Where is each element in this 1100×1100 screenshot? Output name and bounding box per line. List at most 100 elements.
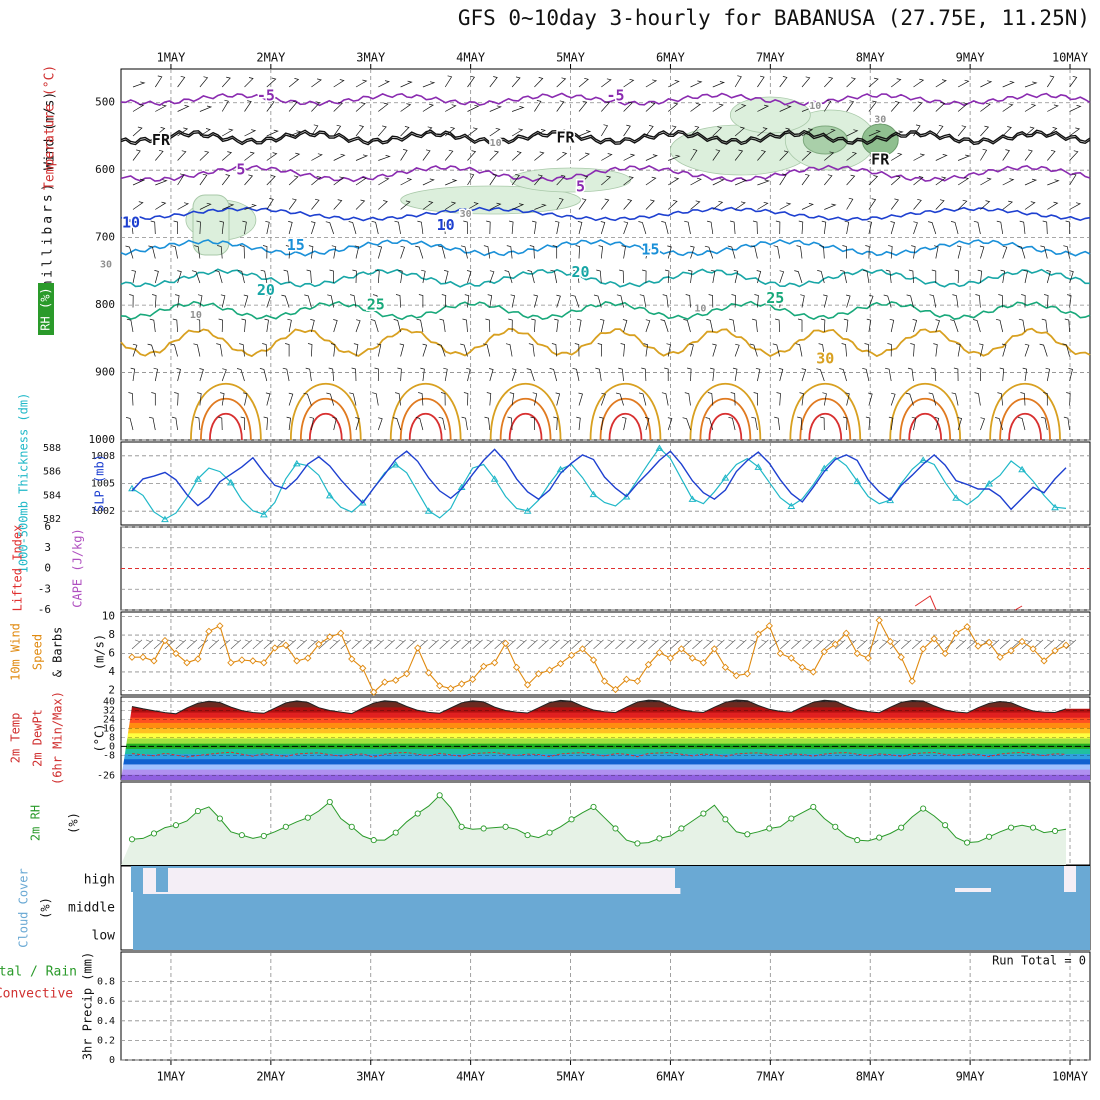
wind-barb bbox=[153, 367, 159, 382]
wind-barb bbox=[934, 417, 940, 431]
wind-barb bbox=[172, 318, 178, 333]
thickness-point bbox=[919, 456, 928, 463]
wind-barb bbox=[1040, 245, 1048, 259]
wind-barbs-label: & Barbs bbox=[51, 627, 65, 678]
wind-barb bbox=[801, 105, 815, 112]
wind-speed-point bbox=[271, 644, 279, 652]
wind-barb bbox=[951, 392, 959, 406]
day-label-bottom: 6MAY bbox=[656, 1070, 686, 1084]
thickness-point bbox=[1018, 465, 1026, 473]
wind-barb bbox=[596, 269, 602, 284]
surface-wind-barb bbox=[692, 639, 703, 650]
isotherm-line bbox=[120, 239, 1091, 257]
wind-barb bbox=[486, 392, 492, 406]
wind-barb bbox=[824, 99, 832, 112]
wind-barb bbox=[573, 269, 580, 284]
surface-wind-barb bbox=[439, 639, 450, 650]
wind-barb bbox=[242, 392, 248, 406]
wind-barb bbox=[912, 319, 918, 333]
wind-barb bbox=[534, 77, 544, 88]
thickness-point bbox=[424, 507, 433, 514]
wind-barb bbox=[754, 294, 759, 308]
wind-barb bbox=[710, 367, 715, 382]
wind-speed-point bbox=[1007, 647, 1015, 655]
wind-barb bbox=[556, 129, 569, 137]
rh-axis-label: 2m RH bbox=[29, 805, 43, 841]
wind-barb bbox=[712, 343, 717, 357]
wind-barb bbox=[953, 367, 959, 382]
wind-barb bbox=[155, 75, 163, 88]
wind-barb bbox=[288, 100, 298, 112]
wind-speed-point bbox=[831, 640, 839, 648]
surface-wind-barb bbox=[384, 639, 395, 650]
wind-barb bbox=[244, 204, 257, 210]
wind-speed-point bbox=[128, 653, 136, 661]
cloud-level-label: high bbox=[84, 873, 115, 888]
wind-tick-label: 10 bbox=[102, 610, 115, 623]
wind-barb bbox=[377, 417, 383, 431]
wind-barb bbox=[798, 220, 804, 235]
wind-barb bbox=[177, 270, 182, 284]
wind-barb bbox=[438, 245, 446, 259]
isotherm-label: 25 bbox=[766, 289, 784, 307]
wind-barb bbox=[712, 126, 723, 137]
wind-barb bbox=[283, 269, 290, 284]
wind-barb bbox=[1067, 294, 1072, 308]
wind-barb bbox=[824, 174, 833, 186]
wind-speed-point bbox=[501, 639, 510, 647]
rh-point bbox=[744, 831, 751, 838]
wind-barb bbox=[265, 392, 271, 406]
wind-barb bbox=[370, 319, 379, 333]
wind-barb bbox=[392, 417, 401, 431]
surface-isotherm bbox=[808, 413, 843, 441]
wind-barb bbox=[644, 245, 649, 259]
wind-barb bbox=[734, 75, 742, 88]
isotherm-label: 10 bbox=[490, 138, 502, 149]
wind-barb bbox=[1063, 416, 1070, 431]
wind-barb bbox=[1024, 149, 1033, 161]
wind-barb bbox=[1069, 127, 1081, 137]
wind-speed-point bbox=[194, 655, 202, 663]
wind-barb bbox=[622, 416, 627, 431]
wind-barb bbox=[355, 125, 365, 137]
wind-barb bbox=[132, 201, 144, 210]
wind-barb bbox=[868, 198, 877, 210]
wind-barb bbox=[126, 318, 134, 333]
rh-shading bbox=[400, 185, 582, 215]
wind-barb bbox=[171, 245, 178, 259]
wind-barb bbox=[355, 417, 360, 431]
wind-barb bbox=[934, 245, 939, 259]
lifted-tick-label: 6 bbox=[44, 520, 51, 533]
wind-barb bbox=[864, 343, 870, 357]
wind-barb bbox=[913, 221, 918, 235]
wind-barb bbox=[757, 150, 766, 161]
day-label-bottom: 2MAY bbox=[256, 1070, 286, 1084]
temp-band bbox=[121, 733, 1090, 739]
day-label-bottom: 7MAY bbox=[756, 1070, 786, 1084]
slp-tick-label: 1005 bbox=[91, 479, 115, 490]
wind-barb bbox=[705, 417, 714, 431]
rh-point bbox=[1030, 824, 1037, 831]
wind-barb bbox=[422, 178, 435, 186]
wind-barb bbox=[422, 343, 428, 357]
surface-isotherm bbox=[608, 413, 643, 441]
wind-barb bbox=[687, 269, 693, 284]
wind-speed-point bbox=[326, 633, 334, 641]
wind-barb bbox=[244, 77, 254, 88]
surface-wind-barb bbox=[824, 639, 835, 650]
wind-speed-point bbox=[282, 641, 290, 649]
wind-barb bbox=[757, 179, 770, 186]
wind-barb bbox=[704, 245, 714, 259]
wind-barb bbox=[623, 153, 636, 161]
temp-tick-label: 0 bbox=[109, 741, 115, 752]
wind-barb bbox=[684, 392, 691, 406]
thickness-point bbox=[194, 475, 202, 482]
wind-barb bbox=[862, 367, 870, 382]
wind-barb bbox=[690, 125, 700, 137]
wind-barb bbox=[887, 343, 892, 357]
wind-speed-point bbox=[1062, 641, 1070, 649]
wind-barb bbox=[1066, 392, 1071, 406]
wind-barb bbox=[1024, 178, 1038, 186]
wind-barb bbox=[1069, 173, 1077, 186]
wind-barb bbox=[668, 154, 681, 161]
